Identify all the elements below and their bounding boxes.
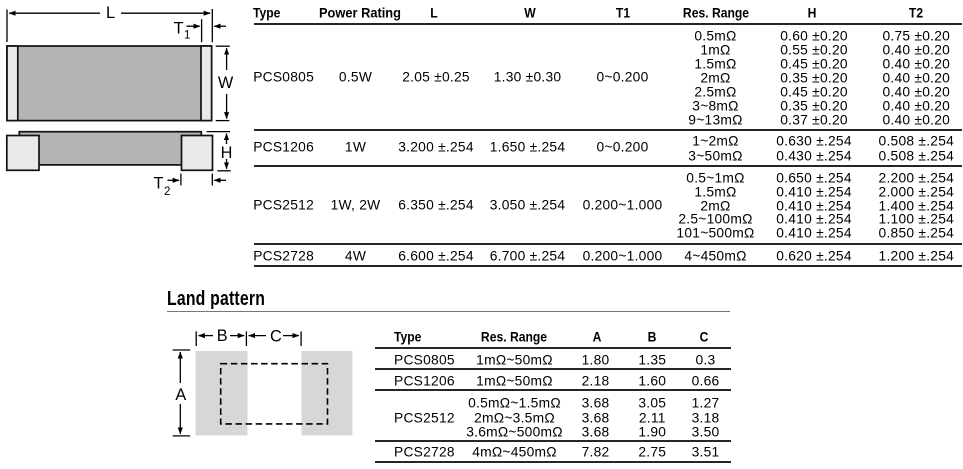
svg-text:1: 1 — [184, 30, 191, 42]
svg-text:C: C — [270, 327, 282, 345]
svg-text:H: H — [221, 144, 233, 162]
svg-text:2: 2 — [164, 186, 171, 198]
svg-text:W: W — [218, 74, 234, 92]
svg-text:T: T — [154, 175, 164, 193]
svg-text:B: B — [217, 327, 228, 345]
svg-text:A: A — [175, 386, 186, 404]
svg-text:L: L — [106, 4, 115, 22]
svg-text:T: T — [174, 19, 184, 37]
